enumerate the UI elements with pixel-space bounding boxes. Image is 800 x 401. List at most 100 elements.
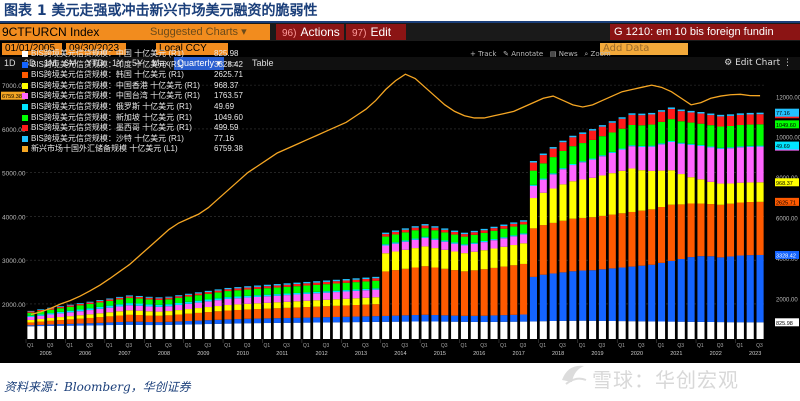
actions-button[interactable]: 96)Actions ▾	[276, 24, 344, 57]
period-3d[interactable]: 3D	[24, 58, 36, 68]
bar-segment-0	[214, 323, 222, 339]
legend-swatch	[22, 114, 28, 121]
bar-segment-7	[510, 223, 518, 227]
legend-item[interactable]: BIS跨境美元信贷规模：中国台湾 十亿美元 (R1) 1763.57	[22, 91, 272, 102]
quarter-label: Q3	[323, 343, 330, 349]
bar-segment-3	[244, 303, 252, 310]
bar-segment-6	[37, 311, 45, 315]
bar-segment-0	[263, 323, 271, 339]
period-5y[interactable]: 5Y	[132, 58, 144, 68]
bar-segment-3	[362, 297, 370, 305]
bar-segment-8	[726, 114, 735, 116]
bar-segment-6	[165, 299, 173, 305]
bar-segment-7	[382, 234, 390, 237]
reserves-line	[30, 73, 761, 316]
bar-segment-1	[293, 317, 301, 323]
ticker-input[interactable]: 9CTFURCN Index Suggested Charts ▾	[0, 24, 270, 40]
zoom-tool[interactable]: ⌕ Zoom	[584, 50, 611, 58]
legend-item[interactable]: BIS跨境美元信贷规模：新加坡 十亿美元 (R1) 1049.60	[22, 113, 272, 124]
bar-segment-8	[263, 284, 271, 287]
bar-segment-7	[539, 155, 547, 164]
legend-value: 49.69	[214, 101, 235, 111]
quarter-label: Q1	[263, 343, 270, 349]
bar-segment-5	[106, 305, 114, 308]
end-date-field[interactable]: 09/30/2023	[66, 43, 126, 55]
table-button[interactable]: Table	[252, 58, 274, 68]
bar-segment-2	[697, 203, 705, 257]
bar-segment-8	[559, 140, 567, 143]
last-value-label: 49.69	[776, 144, 790, 150]
settings-icon[interactable]: ⚙	[724, 58, 733, 68]
bar-segment-6	[66, 306, 74, 311]
legend-item[interactable]: BIS跨境美元信贷规模：韩国 十亿美元 (R1) 2625.71	[22, 70, 272, 81]
bar-segment-8	[273, 284, 281, 286]
bar-segment-6	[401, 232, 409, 241]
bar-segment-1	[27, 325, 35, 327]
news-tool[interactable]: ▤ News	[549, 50, 578, 58]
bar-segment-7	[37, 309, 45, 312]
bar-segment-0	[234, 323, 242, 339]
start-date-field[interactable]: 01/01/2005	[2, 43, 62, 55]
period-max[interactable]: Max	[152, 58, 170, 68]
suggested-charts-button[interactable]: Suggested Charts ▾	[150, 26, 247, 38]
legend-item[interactable]: BIS跨境美元信贷规模：俄罗斯 十亿美元 (R1) 49.69	[22, 102, 272, 113]
bar-segment-7	[608, 122, 616, 133]
period-6m[interactable]: 6M	[64, 58, 77, 68]
chart-type-icon[interactable]: ▭	[228, 58, 237, 68]
bar-segment-2	[401, 268, 409, 316]
annotate-tool[interactable]: ✎ Annotate	[503, 50, 544, 58]
bar-segment-2	[175, 314, 183, 322]
legend-label: BIS跨境美元信贷规模：印度 十亿美元 (R1)	[31, 59, 184, 69]
legend-item[interactable]: BIS跨境美元信贷规模：印度 十亿美元 (R1) 3328.42	[22, 60, 272, 71]
bar-segment-1	[391, 315, 400, 322]
bar-segment-7	[254, 286, 262, 289]
bar-segment-2	[76, 318, 84, 324]
bar-segment-8	[648, 112, 656, 115]
currency-select[interactable]: Local CCY	[156, 43, 228, 55]
bar-segment-0	[569, 320, 577, 339]
bar-segment-3	[332, 299, 340, 306]
legend-item[interactable]: BIS跨境美元信贷规模：墨西哥 十亿美元 (R1) 499.59	[22, 123, 272, 134]
period-1y[interactable]: 1Y	[112, 58, 124, 68]
year-label: 2005	[40, 351, 52, 357]
bar-segment-6	[391, 234, 400, 243]
bar-segment-2	[756, 201, 764, 255]
bar-segment-4	[352, 290, 360, 299]
frequency-select[interactable]: Quarterly ▾	[174, 57, 225, 70]
bar-segment-5	[224, 297, 232, 299]
edit-button[interactable]: 97)Edit ▾	[346, 24, 406, 57]
bar-segment-5	[382, 244, 390, 246]
bar-segment-5	[372, 288, 380, 290]
legend-item[interactable]: BIS跨境美元信贷规模：中国香港 十亿美元 (R1) 968.37	[22, 81, 272, 92]
quarter-label: Q3	[47, 343, 54, 349]
legend-item[interactable]: BIS跨境美元信贷规模：中国 十亿美元 (R1) 825.98	[22, 49, 272, 60]
bar-segment-2	[667, 204, 675, 261]
track-tool[interactable]: + Track	[470, 50, 497, 58]
bar-segment-3	[214, 306, 222, 312]
bar-segment-2	[480, 269, 488, 316]
bar-segment-6	[736, 125, 744, 147]
bar-segment-4	[76, 311, 84, 316]
legend-item[interactable]: 新兴市场十国外汇储备规模 十亿美元 (L1) 6759.38	[22, 144, 272, 155]
edit-chart-button[interactable]: Edit Chart	[735, 58, 781, 68]
bar-segment-8	[510, 222, 518, 224]
title-rule	[0, 21, 800, 23]
bar-segment-1	[441, 315, 449, 322]
bar-segment-4	[322, 292, 331, 300]
year-label: 2007	[118, 351, 130, 357]
add-data-field[interactable]: Add Data	[600, 43, 688, 55]
bar-segment-4	[598, 156, 606, 176]
bar-segment-7	[106, 299, 114, 301]
bar-segment-0	[47, 325, 55, 339]
period-1d[interactable]: 1D	[4, 58, 16, 68]
bar-segment-4	[254, 296, 262, 304]
more-icon[interactable]: ⋮	[783, 58, 792, 68]
bar-segment-4	[460, 245, 469, 254]
bar-segment-5	[313, 291, 321, 294]
bar-segment-5	[76, 309, 84, 312]
legend-item[interactable]: BIS跨境美元信贷规模：沙特 十亿美元 (R1) 77.16	[22, 134, 272, 145]
bar-segment-2	[382, 271, 390, 316]
period-1m[interactable]: 1M	[44, 58, 57, 68]
period-ytd[interactable]: YTD	[86, 58, 104, 68]
